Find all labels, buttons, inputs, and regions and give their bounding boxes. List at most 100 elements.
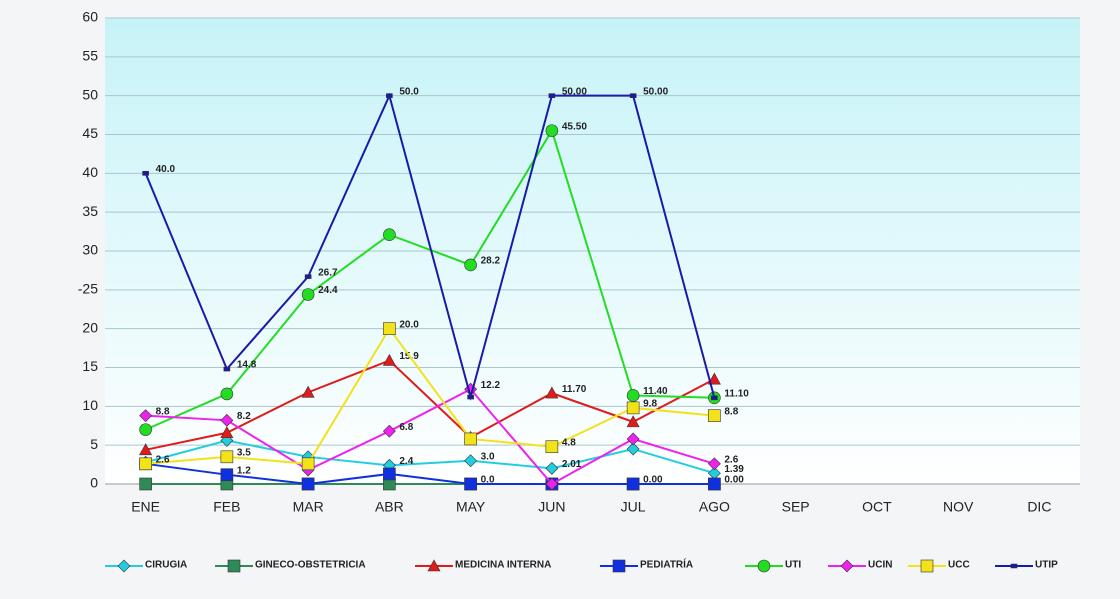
data-point [626, 432, 640, 446]
data-label: 0.00 [643, 475, 663, 486]
data-point [464, 477, 477, 491]
data-label: 2.4 [399, 456, 413, 467]
data-point [626, 389, 640, 402]
y-tick-label: 45 [82, 125, 98, 141]
legend-marker [1010, 563, 1018, 569]
data-point [545, 124, 559, 137]
legend-marker [920, 559, 934, 573]
series-line [145, 359, 715, 451]
y-tick-label: 5 [90, 436, 98, 452]
data-label: 8.8 [156, 406, 170, 417]
data-label: 3.0 [481, 451, 495, 462]
y-tick-label: 55 [82, 48, 98, 64]
x-tick-label: MAR [293, 499, 324, 515]
legend-label: UTIP [1035, 560, 1058, 571]
data-label: 2.6 [156, 454, 170, 465]
data-point [626, 415, 640, 428]
y-tick-label: 40 [82, 164, 98, 180]
x-tick-label: JUL [621, 499, 646, 515]
series-line [145, 387, 715, 486]
y-tick-label: 10 [82, 397, 98, 413]
legend-marker [427, 559, 441, 572]
data-point [545, 386, 559, 399]
data-label: 8.8 [724, 406, 738, 417]
y-tick-label: 0 [90, 475, 98, 491]
data-label: 0.0 [481, 475, 495, 486]
legend-label: PEDIATRÍA [640, 558, 693, 571]
data-point [142, 171, 149, 176]
series-line [144, 92, 716, 401]
data-point [301, 477, 315, 491]
data-point [383, 467, 396, 481]
data-point [220, 468, 234, 481]
legend-marker [757, 559, 771, 573]
y-tick-label: 15 [82, 358, 98, 374]
data-label: 1.39 [724, 464, 744, 475]
legend-marker [117, 559, 131, 573]
legend-label: CIRUGIA [145, 560, 187, 571]
data-label: 4.8 [562, 437, 576, 448]
data-label: 11.40 [643, 386, 668, 397]
x-tick-label: ENE [131, 499, 160, 515]
data-point [626, 477, 640, 491]
data-point [139, 457, 152, 471]
data-point [386, 93, 393, 98]
data-point [464, 432, 477, 446]
data-point [708, 477, 721, 491]
data-point [707, 457, 721, 471]
data-point [220, 426, 234, 439]
data-label: 40.0 [156, 164, 176, 175]
data-label: 11.10 [724, 388, 749, 399]
data-label: 0.00 [724, 475, 744, 486]
y-tick-label: 30 [82, 242, 98, 258]
data-point [383, 228, 396, 241]
data-label: 3.5 [237, 447, 251, 458]
data-point [467, 394, 474, 400]
data-label: 12.2 [481, 380, 501, 391]
data-label: 11.70 [562, 384, 587, 395]
x-tick-label: SEP [782, 499, 810, 515]
data-point [464, 454, 478, 468]
data-label: 50.00 [643, 86, 668, 97]
legend-label: GINECO-OBSTETRICIA [255, 560, 366, 571]
data-point [223, 366, 231, 372]
x-tick-label: JUN [538, 499, 565, 515]
y-tick-label: 20 [82, 319, 98, 335]
data-label: 1.2 [237, 465, 251, 476]
data-point [545, 477, 559, 491]
data-point [220, 413, 234, 427]
legend-marker [227, 559, 241, 573]
data-point [707, 372, 721, 385]
data-point [464, 258, 477, 272]
data-point [708, 409, 721, 422]
y-tick-label: 60 [82, 9, 98, 25]
x-tick-label: MAY [456, 499, 486, 515]
legend-label: MEDICINA INTERNA [455, 560, 551, 571]
data-label: 50.00 [562, 86, 587, 97]
data-point [383, 322, 396, 335]
data-point [139, 443, 153, 456]
data-label: 45.50 [562, 121, 587, 132]
legend-marker [840, 559, 854, 573]
x-tick-label: OCT [862, 499, 892, 515]
data-point [301, 457, 315, 471]
data-point [629, 93, 637, 98]
data-point [382, 424, 396, 438]
data-point [220, 450, 234, 464]
data-point [548, 93, 556, 98]
data-label: 28.2 [481, 256, 501, 267]
data-point [711, 395, 718, 401]
data-label: 2.01 [562, 459, 582, 470]
data-point [301, 385, 315, 398]
legend-label: UCC [948, 560, 970, 571]
data-point [545, 440, 559, 454]
y-tick-label: 50 [82, 86, 98, 102]
data-label: 8.2 [237, 411, 251, 422]
y-tick-label: -25 [78, 281, 98, 297]
data-label: 24.4 [318, 285, 338, 296]
data-label: 14.8 [237, 360, 257, 371]
data-label: 50.0 [399, 86, 419, 97]
legend-marker [612, 559, 626, 573]
series-line [145, 326, 715, 465]
